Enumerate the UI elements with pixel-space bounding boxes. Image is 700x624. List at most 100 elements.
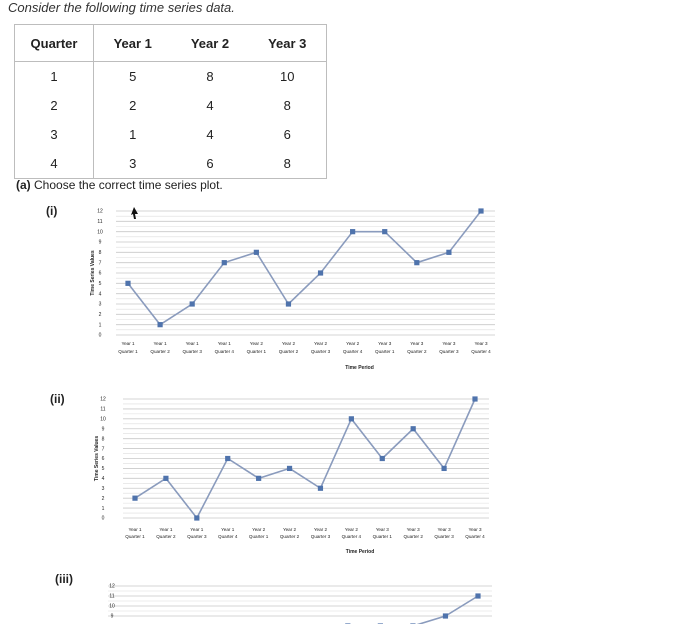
data-point xyxy=(163,475,169,481)
y-tick-label: 11 xyxy=(97,219,102,225)
series-line xyxy=(134,398,476,520)
table-cell: 2 xyxy=(14,91,94,120)
data-point xyxy=(414,260,420,266)
x-tick-quarter-label: Quarter 1 xyxy=(375,349,395,354)
question-part: (a) xyxy=(16,178,31,192)
data-point xyxy=(221,260,227,266)
data-point xyxy=(442,613,449,619)
y-tick-label: 8 xyxy=(99,250,102,256)
data-point xyxy=(157,322,163,328)
table-cell: 5 xyxy=(129,69,137,84)
y-axis-label: Time Series Values xyxy=(94,436,100,481)
x-tick-year-label: Year 2 xyxy=(314,527,328,532)
y-tick-label: 9 xyxy=(102,426,105,432)
table-row: 1 5 8 10 xyxy=(14,61,327,91)
x-tick-year-label: Year 3 xyxy=(410,341,424,346)
data-point xyxy=(475,593,481,599)
x-axis-label: Time Period xyxy=(345,365,374,371)
cursor-arrow-icon xyxy=(131,207,138,219)
y-tick-label: 2 xyxy=(99,312,102,318)
x-tick-quarter-label: Quarter 1 xyxy=(249,534,269,539)
option-label-ii[interactable]: (ii) xyxy=(50,392,65,406)
data-point xyxy=(225,455,231,462)
y-tick-label: 3 xyxy=(99,302,102,308)
x-tick-quarter-label: Quarter 4 xyxy=(343,349,363,354)
y-tick-label: 1 xyxy=(102,506,105,512)
y-tick-label: 12 xyxy=(109,584,115,590)
x-tick-year-label: Year 2 xyxy=(345,527,359,532)
x-tick-quarter-label: Quarter 3 xyxy=(434,534,454,539)
table-cell: 8 xyxy=(283,98,291,113)
x-tick-year-label: Year 2 xyxy=(282,341,296,346)
table-row: 4 3 6 8 xyxy=(14,149,327,179)
y-tick-label: 7 xyxy=(102,446,105,452)
y-tick-label: 3 xyxy=(102,486,105,492)
table-cell: 6 xyxy=(283,127,291,142)
x-tick-quarter-label: Quarter 1 xyxy=(247,349,267,354)
x-tick-quarter-label: Quarter 3 xyxy=(311,349,331,354)
table-cell: 6 xyxy=(206,156,214,171)
y-tick-label: 0 xyxy=(99,333,102,339)
x-tick-year-label: Year 2 xyxy=(346,341,360,346)
y-tick-label: 9 xyxy=(111,614,114,620)
table-cell: 3 xyxy=(14,120,94,149)
x-tick-quarter-label: Quarter 3 xyxy=(311,534,331,539)
y-tick-label: 1 xyxy=(99,322,102,328)
x-tick-year-label: Year 1 xyxy=(159,527,173,532)
data-point xyxy=(446,249,452,255)
y-tick-label: 12 xyxy=(97,209,103,215)
data-point xyxy=(285,301,292,307)
x-tick-quarter-label: Quarter 4 xyxy=(218,534,238,539)
question-text: (a) Choose the correct time series plot. xyxy=(16,178,223,192)
data-point xyxy=(348,416,354,422)
y-tick-label: 11 xyxy=(100,407,105,413)
time-series-table: Quarter Year 1 Year 2 Year 3 1 5 8 10 2 … xyxy=(14,24,327,179)
y-tick-label: 12 xyxy=(100,397,106,403)
option-label-iii[interactable]: (iii) xyxy=(55,572,73,586)
data-point xyxy=(317,485,324,491)
x-tick-year-label: Year 1 xyxy=(128,527,142,532)
y-tick-label: 2 xyxy=(102,496,105,502)
y-tick-label: 6 xyxy=(102,456,105,462)
table-row: 3 1 4 6 xyxy=(14,120,327,149)
y-tick-label: 8 xyxy=(102,436,105,442)
y-tick-label: 10 xyxy=(97,229,103,235)
x-tick-quarter-label: Quarter 3 xyxy=(187,534,207,539)
x-tick-year-label: Year 3 xyxy=(442,341,456,346)
series-line xyxy=(127,210,482,326)
data-point xyxy=(379,455,385,462)
x-tick-quarter-label: Quarter 2 xyxy=(156,534,176,539)
x-tick-quarter-label: Quarter 1 xyxy=(125,534,145,539)
data-point xyxy=(256,475,262,481)
x-axis-label: Time Period xyxy=(346,549,375,555)
table-cell: 3 xyxy=(129,156,137,171)
x-tick-year-label: Year 3 xyxy=(474,341,488,346)
y-axis-label: Time Series Values xyxy=(90,250,96,295)
data-point xyxy=(125,280,131,286)
x-tick-quarter-label: Quarter 2 xyxy=(279,349,299,354)
data-point xyxy=(189,301,195,307)
x-tick-quarter-label: Quarter 2 xyxy=(150,349,170,354)
table-header-row: Quarter Year 1 Year 2 Year 3 xyxy=(14,24,327,62)
table-cell: 1 xyxy=(14,61,94,91)
x-tick-quarter-label: Quarter 4 xyxy=(342,534,362,539)
y-tick-label: 4 xyxy=(102,476,105,482)
x-tick-year-label: Year 3 xyxy=(438,527,452,532)
x-tick-year-label: Year 1 xyxy=(221,527,235,532)
x-tick-year-label: Year 2 xyxy=(283,527,297,532)
data-point xyxy=(472,396,478,402)
y-tick-label: 10 xyxy=(109,604,115,610)
table-cell: 1 xyxy=(129,127,137,142)
option-label-i[interactable]: (i) xyxy=(46,204,58,218)
table-cell: 8 xyxy=(283,156,291,171)
data-point xyxy=(350,229,356,235)
x-tick-year-label: Year 1 xyxy=(218,341,232,346)
header-year-1: Year 1 xyxy=(93,24,172,62)
data-point xyxy=(382,229,388,235)
x-tick-year-label: Year 2 xyxy=(314,341,328,346)
y-tick-label: 5 xyxy=(99,281,102,287)
question-prompt: Choose the correct time series plot. xyxy=(34,178,223,192)
x-tick-year-label: Year 3 xyxy=(378,341,392,346)
